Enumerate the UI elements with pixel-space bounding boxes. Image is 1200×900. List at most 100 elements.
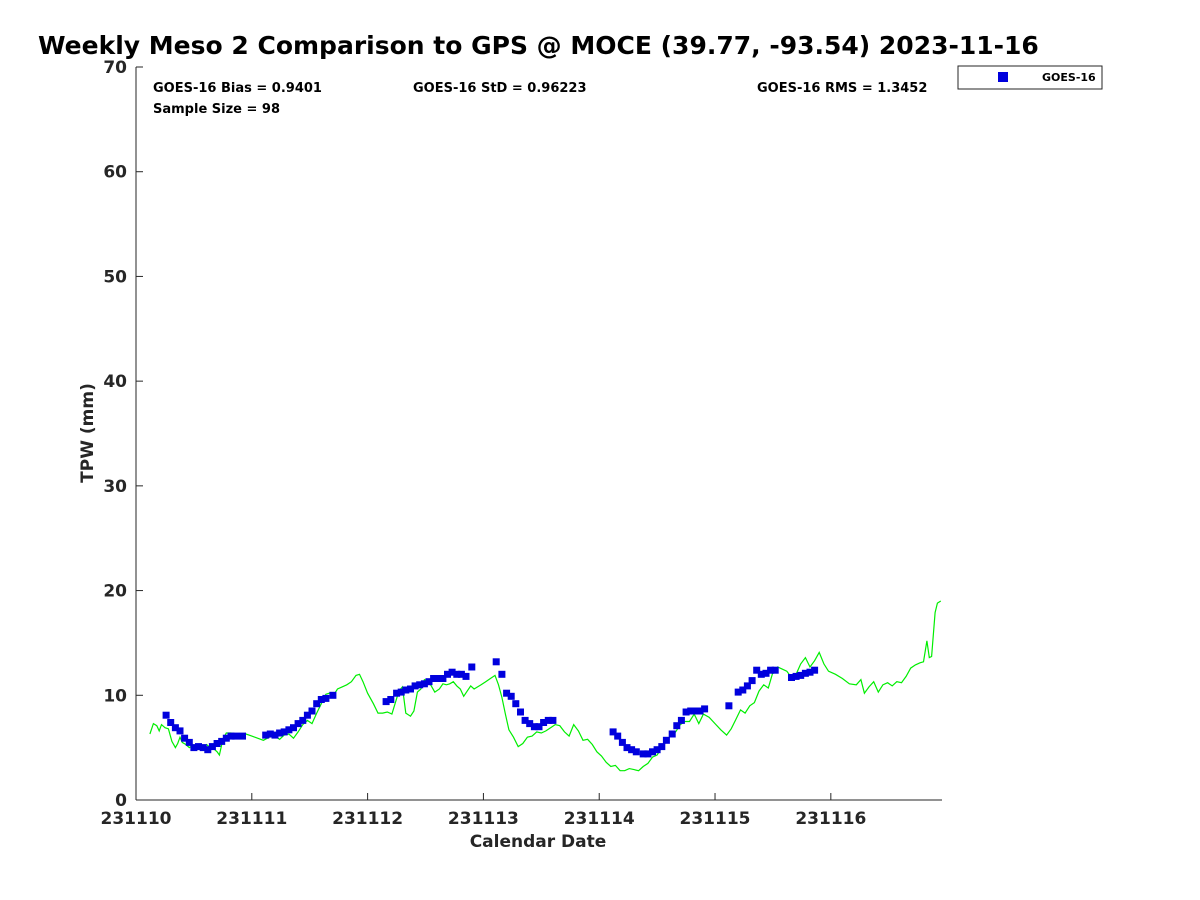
bias-stat: GOES-16 Bias = 0.9401 [153,81,322,96]
goes-16-point [218,737,226,745]
goes-16-point [439,675,447,682]
axes: 0 10 20 30 40 50 60 70 231110 231111 231112 231113… [101,58,942,829]
goes-16-point [294,720,302,728]
goes-16-point [162,711,170,719]
goes-16-point [701,705,709,713]
goes-16-point [544,716,552,724]
goes-16-point [176,727,184,735]
goes-16-point [222,734,230,742]
goes-16-point [171,724,179,732]
goes-16-point [276,729,284,737]
y-tick-label: 30 [103,477,127,497]
goes-16-markers [162,658,819,758]
goes-16-point [662,736,670,744]
goes-16-point [448,668,456,676]
goes-16-point [767,666,775,674]
goes-16-point [397,688,405,696]
goes-16-point [530,723,538,731]
goes-16-point [792,672,800,680]
y-tick-label: 0 [115,791,127,811]
rms-stat: GOES-16 RMS = 1.3452 [757,81,927,96]
goes-16-point [411,682,419,690]
x-tick-label: 231112 [332,809,403,829]
goes-16-point [271,731,279,739]
goes-16-point [468,663,476,671]
goes-16-point [682,708,690,716]
y-tick-label: 70 [103,58,127,78]
goes-16-point [753,666,761,674]
goes-16-point [658,743,666,751]
goes-16-point [227,732,235,740]
goes-16-point [526,720,534,728]
sample-size-stat: Sample Size = 98 [153,102,280,117]
goes-16-point [262,731,270,739]
goes-16-point [290,724,297,732]
goes-16-point [673,722,681,730]
goes-16-point [387,696,395,703]
goes-16-point [498,670,506,678]
goes-16-point [521,716,529,724]
goes-16-point [208,743,216,751]
x-tick-label: 231115 [680,809,751,829]
y-axis-label: TPW (mm) [78,383,98,483]
goes-16-point [507,692,515,700]
goes-16-point [549,716,557,724]
goes-16-point [382,698,390,706]
goes-16-point [204,746,212,754]
legend-box [957,65,1103,90]
y-tick-label: 10 [103,686,127,706]
y-tick-label: 50 [103,267,127,287]
y-tick-label: 20 [103,582,127,602]
goes-16-point [757,670,765,678]
x-tick-label: 231111 [216,809,287,829]
x-tick-label: 231114 [564,809,635,829]
goes-16-point [420,680,428,688]
plot-area [149,600,942,772]
goes-16-point [614,732,622,740]
legend-marker-goes-16 [998,72,1008,82]
x-axis-label: Calendar Date [470,832,607,852]
goes-16-point [788,674,795,681]
goes-16-point [623,744,631,752]
goes-16-point [668,730,676,738]
goes-16-point [239,732,246,740]
goes-16-point [649,748,656,756]
goes-16-point [402,686,410,694]
goes-16-point [303,711,311,719]
goes-16-point [628,746,636,754]
legend-label-goes-16: GOES-16 [1042,71,1096,84]
goes-16-point [444,670,451,678]
y-tick-label: 40 [103,372,127,392]
goes-16-point [687,707,695,715]
y-ticks: 0 10 20 30 40 50 60 70 [103,58,143,811]
goes-16-point [329,691,337,699]
goes-16-point [771,666,779,674]
goes-16-point [195,743,202,751]
goes-16-point [213,740,221,747]
x-tick-label: 231113 [448,809,519,829]
goes-16-point [190,744,198,752]
goes-16-point [185,738,193,746]
y-tick-label: 60 [103,163,127,183]
goes-16-point [811,666,819,674]
goes-16-point [430,675,438,682]
goes-16-point [503,689,511,697]
goes-16-point [512,700,520,708]
goes-16-point [285,726,293,734]
goes-16-point [457,670,465,678]
goes-16-point [280,728,288,736]
goes-16-point [801,669,809,677]
goes-16-point [308,707,316,715]
goes-16-point [492,658,500,666]
goes-16-point [425,678,433,686]
goes-16-point [453,670,461,678]
x-ticks: 231110 231111 231112 231113 231114 231115 2311… [101,793,866,829]
goes-16-point [393,689,401,697]
goes-16-point [696,707,704,715]
legend: GOES-16 [957,65,1103,90]
stats-annotations: GOES-16 Bias = 0.9401 GOES-16 StD = 0.96… [153,81,927,117]
goes-16-point [317,696,325,703]
goes-16-point [181,734,189,742]
x-tick-label: 231110 [101,809,172,829]
